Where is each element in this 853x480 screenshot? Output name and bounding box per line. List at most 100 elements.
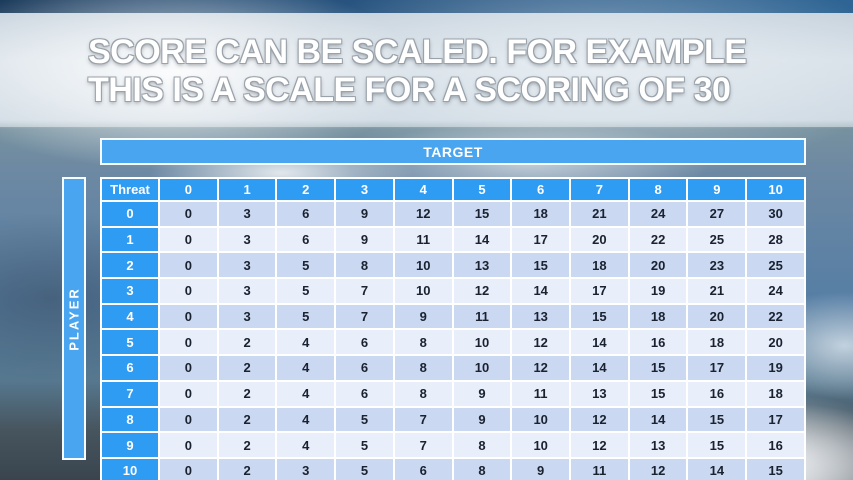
score-cell: 3 [216, 251, 278, 280]
score-cell: 8 [334, 251, 395, 280]
score-cell: 2 [216, 405, 278, 434]
header-row: Threat 0 1 2 3 4 5 6 7 8 9 10 [100, 177, 806, 202]
score-cell: 12 [392, 200, 454, 228]
score-cell: 7 [392, 405, 454, 434]
score-cell: 5 [334, 405, 395, 434]
threat-value-header: 6 [100, 354, 160, 382]
score-cell: 2 [216, 328, 278, 357]
score-matrix-body: 0 0 3 6 9 12 15 18 21 24 27 30 1 0 3 6 9 11 14 17 20 22 25 28 2 0… [100, 200, 806, 480]
score-cell: 5 [334, 431, 395, 459]
threat-value-header: 2 [100, 251, 160, 280]
threat-value-header: 9 [100, 431, 160, 459]
player-axis-label: PLAYER [66, 286, 82, 351]
score-cell: 9 [334, 200, 395, 228]
score-cell: 3 [216, 225, 278, 254]
score-cell: 10 [510, 405, 572, 434]
score-cell: 9 [334, 225, 395, 254]
score-cell: 9 [510, 456, 572, 480]
score-cell: 16 [686, 379, 748, 408]
score-cell: 4 [275, 431, 337, 459]
score-cell: 0 [158, 200, 219, 228]
score-matrix-header: Threat 0 1 2 3 4 5 6 7 8 9 10 [100, 177, 806, 202]
score-cell: 20 [569, 225, 630, 254]
threat-value-header: 0 [100, 200, 160, 228]
score-cell: 6 [275, 200, 337, 228]
target-value-header: 7 [569, 177, 630, 202]
threat-value-header: 5 [100, 328, 160, 357]
score-cell: 11 [510, 379, 572, 408]
table-row: 6 0 2 4 6 8 10 12 14 15 17 19 [100, 354, 806, 382]
score-cell: 10 [392, 251, 454, 280]
score-cell: 0 [158, 354, 219, 382]
score-cell: 8 [451, 456, 513, 480]
score-cell: 18 [510, 200, 572, 228]
score-cell: 5 [334, 456, 395, 480]
score-cell: 12 [569, 405, 630, 434]
score-cell: 23 [686, 251, 748, 280]
target-value-header: 0 [158, 177, 219, 202]
score-cell: 22 [627, 225, 689, 254]
threat-value-header: 3 [100, 277, 160, 305]
score-cell: 7 [334, 277, 395, 305]
score-cell: 3 [275, 456, 337, 480]
score-cell: 28 [745, 225, 806, 254]
title-band [0, 13, 853, 127]
score-cell: 19 [627, 277, 689, 305]
score-cell: 6 [392, 456, 454, 480]
score-cell: 9 [451, 379, 513, 408]
threat-header-cell: Threat [100, 177, 160, 202]
table-row: 1 0 3 6 9 11 14 17 20 22 25 28 [100, 225, 806, 254]
score-cell: 13 [451, 251, 513, 280]
score-cell: 2 [216, 431, 278, 459]
score-cell: 9 [392, 302, 454, 331]
score-cell: 24 [745, 277, 806, 305]
score-cell: 13 [627, 431, 689, 459]
score-cell: 8 [392, 354, 454, 382]
score-cell: 8 [392, 328, 454, 357]
slide-title: SCORE CAN BE SCALED. FOR EXAMPLE THIS IS… [88, 33, 808, 109]
score-cell: 30 [745, 200, 806, 228]
table-row: 10 0 2 3 5 6 8 9 11 12 14 15 [100, 456, 806, 480]
score-cell: 20 [627, 251, 689, 280]
table-row: 5 0 2 4 6 8 10 12 14 16 18 20 [100, 328, 806, 357]
score-cell: 6 [334, 379, 395, 408]
score-cell: 7 [392, 431, 454, 459]
target-value-header: 4 [392, 177, 454, 202]
score-cell: 0 [158, 431, 219, 459]
table-row: 4 0 3 5 7 9 11 13 15 18 20 22 [100, 302, 806, 331]
score-cell: 10 [451, 354, 513, 382]
score-cell: 22 [745, 302, 806, 331]
threat-value-header: 10 [100, 456, 160, 480]
score-cell: 14 [569, 328, 630, 357]
score-cell: 12 [451, 277, 513, 305]
score-cell: 17 [569, 277, 630, 305]
target-value-header: 2 [275, 177, 337, 202]
target-value-header: 10 [745, 177, 806, 202]
score-cell: 2 [216, 354, 278, 382]
score-cell: 10 [451, 328, 513, 357]
score-cell: 17 [510, 225, 572, 254]
score-cell: 18 [686, 328, 748, 357]
score-cell: 4 [275, 379, 337, 408]
score-cell: 6 [334, 328, 395, 357]
target-value-header: 1 [216, 177, 278, 202]
score-cell: 0 [158, 251, 219, 280]
score-cell: 0 [158, 277, 219, 305]
target-axis-header: TARGET [100, 138, 806, 165]
score-cell: 15 [686, 405, 748, 434]
score-cell: 15 [451, 200, 513, 228]
score-cell: 13 [569, 379, 630, 408]
score-matrix-table: Threat 0 1 2 3 4 5 6 7 8 9 10 0 0 3 6 9 12 15 18 21 24 27 30 1… [100, 177, 806, 480]
score-cell: 0 [158, 456, 219, 480]
threat-value-header: 7 [100, 379, 160, 408]
threat-value-header: 1 [100, 225, 160, 254]
score-cell: 7 [334, 302, 395, 331]
score-cell: 0 [158, 379, 219, 408]
score-cell: 18 [627, 302, 689, 331]
score-cell: 20 [745, 328, 806, 357]
score-cell: 8 [392, 379, 454, 408]
score-cell: 14 [627, 405, 689, 434]
score-cell: 14 [510, 277, 572, 305]
score-cell: 14 [451, 225, 513, 254]
